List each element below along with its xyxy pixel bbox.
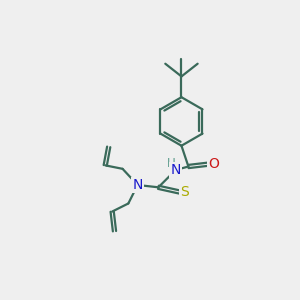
- Text: N: N: [132, 178, 143, 192]
- Text: N: N: [170, 163, 181, 177]
- Text: O: O: [208, 157, 219, 171]
- Text: H: H: [167, 157, 176, 170]
- Text: S: S: [181, 185, 189, 199]
